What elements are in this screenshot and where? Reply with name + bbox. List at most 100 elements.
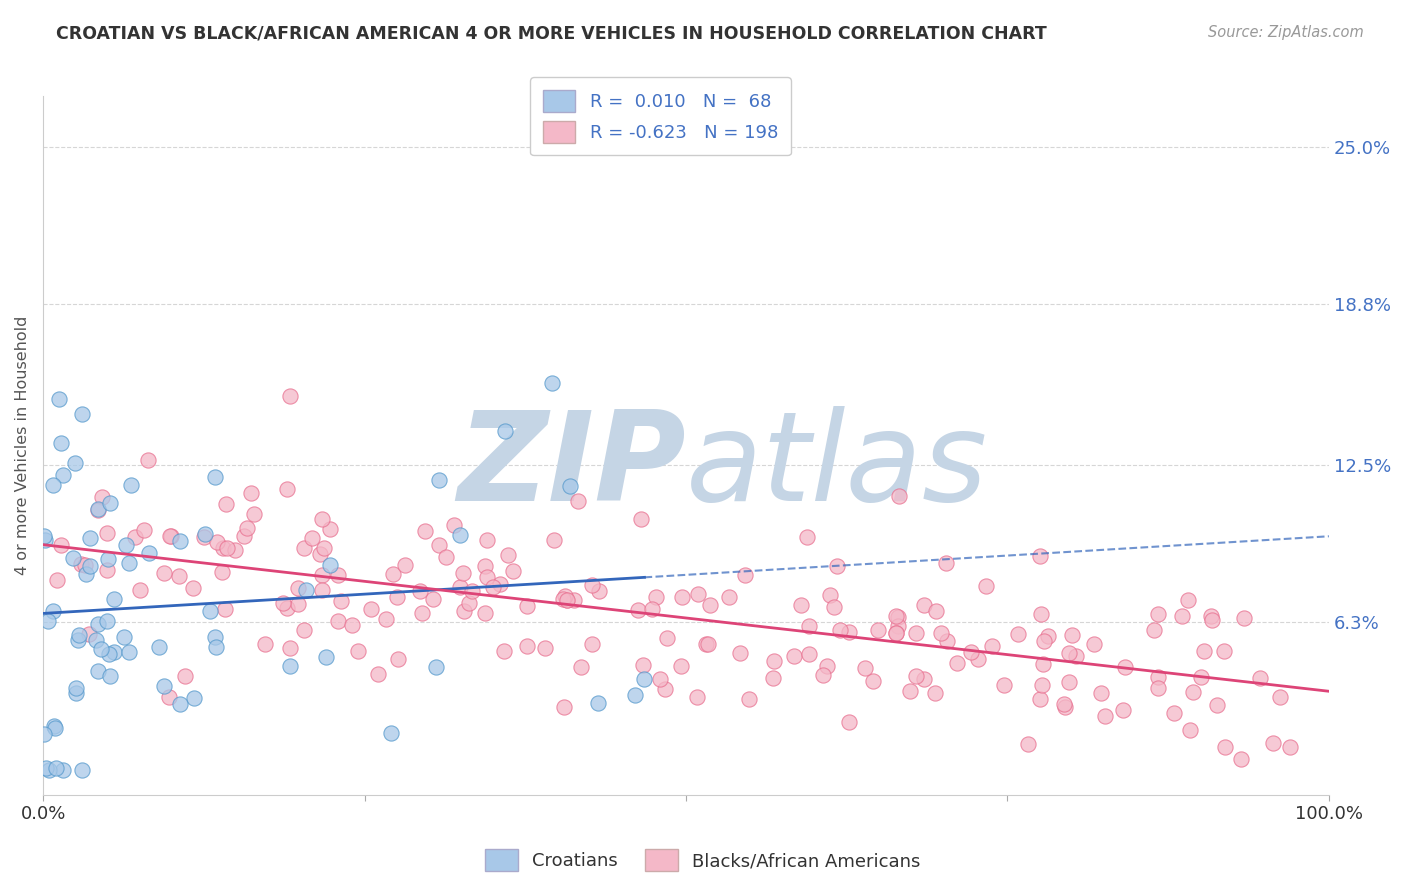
Point bbox=[1031, 678, 1053, 692]
Point bbox=[449, 580, 471, 594]
Point bbox=[553, 700, 575, 714]
Point bbox=[75, 566, 97, 581]
Point bbox=[762, 672, 785, 686]
Point bbox=[84, 633, 107, 648]
Point bbox=[1094, 709, 1116, 723]
Point bbox=[183, 690, 205, 705]
Point bbox=[311, 582, 333, 597]
Point bbox=[70, 407, 93, 421]
Point bbox=[380, 726, 402, 740]
Point bbox=[974, 579, 997, 593]
Point bbox=[516, 639, 538, 653]
Point bbox=[312, 541, 335, 555]
Point bbox=[128, 583, 150, 598]
Point bbox=[86, 616, 108, 631]
Point bbox=[115, 538, 138, 552]
Point bbox=[205, 535, 228, 549]
Point bbox=[688, 587, 710, 601]
Point bbox=[278, 388, 301, 402]
Point bbox=[1213, 739, 1236, 754]
Point bbox=[239, 485, 262, 500]
Point bbox=[329, 593, 352, 607]
Point bbox=[287, 581, 309, 595]
Point bbox=[1213, 644, 1236, 658]
Point bbox=[887, 489, 910, 503]
Point bbox=[271, 596, 294, 610]
Point bbox=[838, 714, 860, 729]
Point bbox=[48, 392, 70, 406]
Point bbox=[553, 592, 575, 607]
Point bbox=[905, 625, 928, 640]
Point bbox=[157, 690, 180, 704]
Point bbox=[763, 654, 786, 668]
Point bbox=[243, 507, 266, 521]
Point bbox=[946, 656, 969, 670]
Point bbox=[328, 567, 350, 582]
Point bbox=[588, 696, 610, 710]
Point bbox=[853, 661, 876, 675]
Point bbox=[967, 652, 990, 666]
Point bbox=[1090, 686, 1112, 700]
Point bbox=[169, 569, 191, 583]
Point bbox=[1191, 670, 1213, 684]
Point bbox=[823, 599, 845, 614]
Text: atlas: atlas bbox=[686, 406, 988, 527]
Point bbox=[782, 648, 804, 663]
Point bbox=[90, 642, 112, 657]
Point bbox=[34, 727, 56, 741]
Point bbox=[97, 551, 120, 566]
Point bbox=[138, 546, 160, 560]
Point bbox=[42, 719, 65, 733]
Point bbox=[828, 623, 851, 637]
Point bbox=[385, 590, 408, 604]
Point bbox=[912, 672, 935, 686]
Point bbox=[1036, 629, 1059, 643]
Point bbox=[474, 559, 496, 574]
Point bbox=[44, 721, 66, 735]
Point bbox=[347, 644, 370, 658]
Point bbox=[160, 529, 183, 543]
Point bbox=[211, 565, 233, 579]
Point bbox=[475, 570, 498, 584]
Point bbox=[588, 583, 610, 598]
Point bbox=[887, 618, 910, 632]
Point bbox=[496, 548, 519, 562]
Point bbox=[436, 550, 458, 565]
Point bbox=[443, 518, 465, 533]
Point bbox=[148, 640, 170, 654]
Point bbox=[103, 591, 125, 606]
Point bbox=[413, 524, 436, 538]
Point bbox=[278, 640, 301, 655]
Legend: Croatians, Blacks/African Americans: Croatians, Blacks/African Americans bbox=[478, 842, 928, 879]
Point bbox=[79, 627, 101, 641]
Point bbox=[1182, 685, 1205, 699]
Point bbox=[474, 606, 496, 620]
Point bbox=[541, 376, 564, 391]
Point bbox=[214, 602, 236, 616]
Point bbox=[360, 602, 382, 616]
Point bbox=[51, 436, 73, 450]
Point bbox=[65, 686, 87, 700]
Text: Source: ZipAtlas.com: Source: ZipAtlas.com bbox=[1208, 25, 1364, 40]
Point bbox=[49, 539, 72, 553]
Point bbox=[204, 631, 226, 645]
Point bbox=[935, 557, 957, 571]
Point bbox=[1146, 607, 1168, 621]
Point bbox=[1032, 634, 1054, 648]
Point bbox=[488, 577, 510, 591]
Point bbox=[86, 664, 108, 678]
Point bbox=[1171, 609, 1194, 624]
Point bbox=[100, 669, 122, 683]
Point bbox=[738, 692, 761, 706]
Point bbox=[215, 497, 238, 511]
Point bbox=[623, 688, 645, 702]
Point bbox=[287, 597, 309, 611]
Point bbox=[696, 637, 718, 651]
Point bbox=[631, 657, 654, 672]
Point bbox=[87, 503, 110, 517]
Point bbox=[935, 634, 957, 648]
Point bbox=[340, 618, 363, 632]
Point bbox=[1114, 659, 1136, 673]
Point bbox=[65, 681, 87, 696]
Point bbox=[159, 529, 181, 543]
